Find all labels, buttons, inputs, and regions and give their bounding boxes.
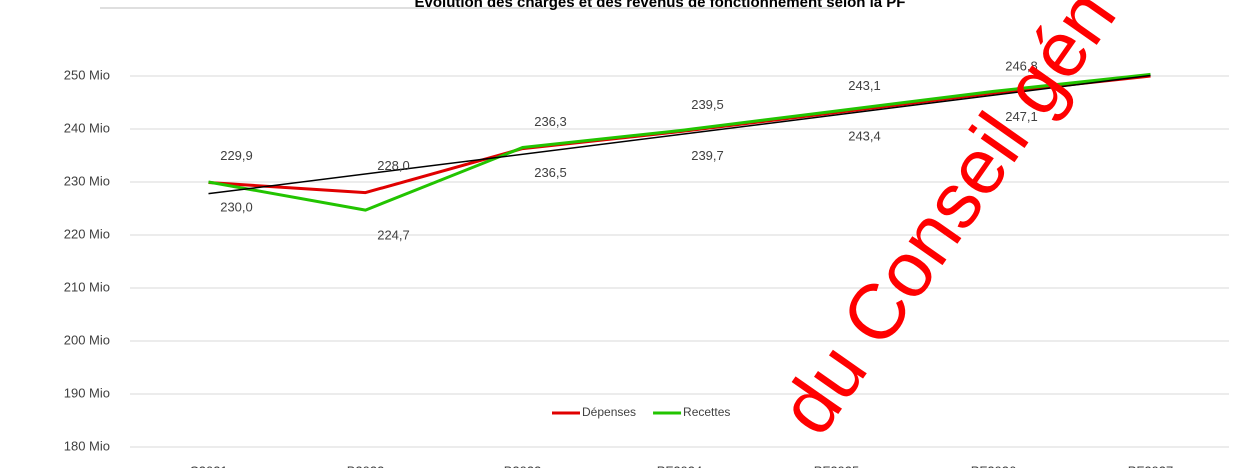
y-tick-label: 220 Mio — [64, 226, 110, 241]
x-tick-label: PF2025 — [814, 463, 860, 468]
y-tick-label: 230 Mio — [64, 173, 110, 188]
watermark: du Conseil gén — [762, 0, 1133, 450]
x-tick-label: C2021 — [189, 463, 227, 468]
x-tick-label: B2022 — [347, 463, 385, 468]
y-tick-label: 210 Mio — [64, 279, 110, 294]
x-tick-label: PF2027 — [1128, 463, 1174, 468]
data-label: 243,4 — [848, 128, 881, 143]
chart-title: Évolution des charges et des revenus de … — [415, 0, 906, 11]
x-tick-label: PF2024 — [657, 463, 703, 468]
data-label: 239,7 — [691, 148, 724, 163]
x-tick-label: PF2026 — [971, 463, 1017, 468]
data-label: 236,3 — [534, 114, 567, 129]
y-tick-label: 180 Mio — [64, 438, 110, 453]
legend-label: Dépenses — [582, 405, 636, 419]
data-label: 228,0 — [377, 158, 410, 173]
data-label: 247,1 — [1005, 109, 1038, 124]
y-tick-label: 200 Mio — [64, 332, 110, 347]
legend-label: Recettes — [683, 405, 730, 419]
data-label: 224,7 — [377, 228, 410, 243]
data-label: 229,9 — [220, 148, 253, 163]
data-label: 243,1 — [848, 78, 881, 93]
data-label: 230,0 — [220, 199, 253, 214]
data-label: 239,5 — [691, 97, 724, 112]
y-tick-label: 250 Mio — [64, 67, 110, 82]
x-tick-label: B2023 — [504, 463, 542, 468]
y-tick-label: 240 Mio — [64, 120, 110, 135]
trend-line — [208, 74, 1151, 195]
data-label: 236,5 — [534, 165, 567, 180]
y-tick-label: 190 Mio — [64, 385, 110, 400]
data-label: 246,8 — [1005, 58, 1038, 73]
series-line — [208, 72, 1151, 212]
